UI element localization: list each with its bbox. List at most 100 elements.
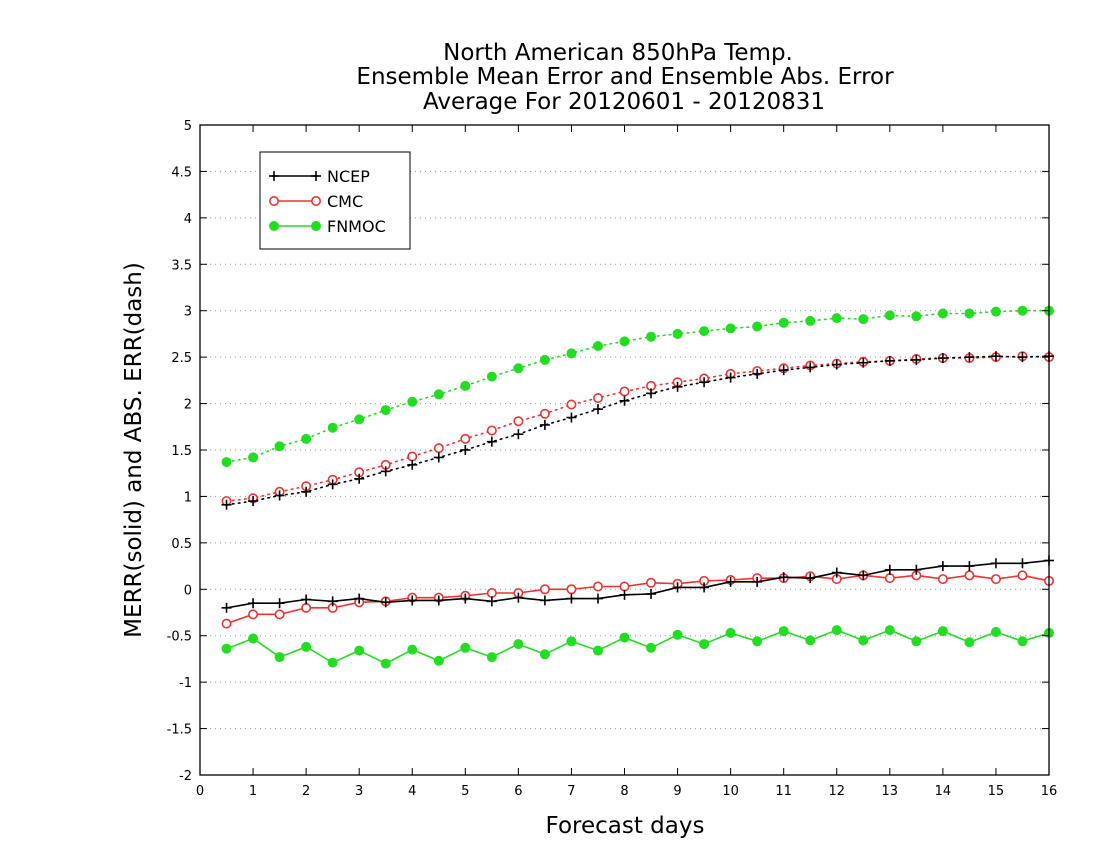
series-fnmoc-mean-error-point	[327, 657, 338, 668]
series-ncep-abs-error-point	[221, 499, 232, 510]
series-fnmoc-abs-error-point	[592, 341, 603, 351]
series-ncep-abs-error-point	[566, 412, 577, 423]
y-tick-label: 0.5	[171, 537, 192, 552]
series-ncep-mean-error-point	[646, 588, 657, 599]
series-fnmoc-mean-error-point	[858, 635, 869, 646]
series-cmc-mean-error-point	[221, 618, 232, 629]
series-ncep-mean-error-point	[407, 595, 418, 606]
series-ncep-mean-error-point	[380, 597, 391, 608]
legend-marker	[268, 196, 279, 207]
series-ncep-abs-error-point	[486, 436, 497, 447]
series-ncep-abs-error-point	[407, 459, 418, 470]
series-fnmoc-abs-error-point	[407, 396, 418, 407]
series-fnmoc-mean-error-point	[248, 633, 259, 644]
series-ncep-mean-error-point	[274, 598, 285, 609]
series-fnmoc-mean-error-point	[778, 626, 789, 637]
y-tick-label: -1	[179, 676, 192, 691]
series-fnmoc-abs-error-point	[380, 405, 391, 416]
series-fnmoc-mean-error-point	[646, 642, 657, 653]
chart-title: North American 850hPa Temp. Ensemble Mea…	[356, 40, 894, 115]
series-ncep-mean-error-point	[752, 576, 763, 587]
series-fnmoc-abs-error-point	[778, 317, 789, 328]
x-axis-ticks: 0 1 2 3 4 5 6 7 8 9 10 11 12 13 14 15 16	[196, 125, 1057, 799]
legend-marker	[269, 221, 279, 231]
series-ncep-mean-error-point	[884, 564, 895, 575]
series-fnmoc-mean-error-point	[407, 644, 418, 655]
legend-label: NCEP	[327, 167, 370, 186]
series-ncep-mean-error-point	[990, 558, 1001, 569]
series-ncep-mean-error-point	[672, 582, 683, 593]
series-fnmoc-mean-error-point	[566, 636, 577, 647]
series-ncep-abs-error-point	[248, 496, 259, 507]
series-fnmoc-mean-error-point	[1017, 636, 1028, 647]
series-ncep-abs-error-point	[725, 372, 736, 383]
series-cmc-mean-error-point	[964, 570, 975, 581]
series-fnmoc-abs-error-point	[831, 313, 842, 324]
series-cmc-mean-error-point	[937, 574, 948, 585]
series-fnmoc	[221, 305, 1054, 669]
series-fnmoc-abs-error-point	[884, 310, 895, 321]
series-fnmoc-abs-error-line	[225, 309, 1050, 463]
series-ncep-mean-error-point	[221, 602, 232, 613]
series-fnmoc-mean-error-point	[539, 649, 550, 660]
series-fnmoc-abs-error-point	[619, 336, 630, 347]
series-cmc-mean-error-point	[884, 573, 895, 584]
series-ncep-mean-error-point	[301, 594, 312, 605]
series-fnmoc-abs-error-point	[725, 323, 736, 334]
series-fnmoc-abs-error-point	[354, 414, 365, 425]
series-fnmoc-mean-error-point	[884, 625, 895, 636]
series-fnmoc-mean-error-point	[486, 652, 497, 663]
x-tick-label: 7	[567, 784, 575, 799]
series-ncep-abs-error-point	[964, 352, 975, 363]
series-ncep-abs-error-point	[592, 404, 603, 415]
series-ncep-abs-error-line	[225, 355, 1050, 506]
series-fnmoc-mean-error-point	[990, 627, 1001, 637]
legend-marker	[310, 196, 321, 207]
y-tick-label: 4.5	[171, 165, 192, 180]
series-cmc-mean-error-point	[646, 577, 657, 588]
series-ncep-mean-error-point	[699, 582, 710, 593]
series-ncep-mean-error-point	[327, 596, 338, 607]
x-tick-label: 13	[882, 784, 899, 799]
series-ncep	[221, 351, 1054, 613]
x-tick-label: 5	[461, 784, 469, 799]
series-cmc-mean-error-point	[990, 574, 1001, 585]
series-cmc-mean-error-point	[274, 609, 285, 620]
series-fnmoc-abs-error-point	[327, 422, 338, 433]
plot-series	[221, 305, 1055, 669]
series-ncep-abs-error-point	[619, 395, 630, 406]
y-tick-label: 3	[184, 305, 192, 320]
series-ncep-abs-error-point	[990, 351, 1001, 362]
legend-marker	[269, 171, 279, 181]
series-ncep-abs-error-point	[672, 381, 683, 392]
series-ncep-abs-error-point	[539, 419, 550, 430]
series-ncep-abs-error-point	[884, 355, 895, 366]
y-axis-ticks: -2 -1.5 -1 -0.5 0 0.5 1 1.5 2 2.5 3 3.5 4 4.5 5	[167, 119, 1049, 784]
series-fnmoc-mean-error-point	[831, 625, 842, 636]
x-tick-label: 0	[196, 784, 204, 799]
legend-item-cmc: CMC	[268, 192, 363, 211]
x-tick-label: 14	[935, 784, 952, 799]
series-fnmoc-mean-error-point	[592, 645, 603, 656]
series-ncep-abs-error-point	[354, 473, 365, 484]
x-tick-label: 1	[249, 784, 257, 799]
series-fnmoc-abs-error-point	[672, 328, 683, 339]
legend-item-ncep: NCEP	[269, 167, 370, 186]
y-tick-label: 2	[184, 398, 192, 413]
chart-title-line-3: Average For 20120601 - 20120831	[423, 89, 825, 115]
series-fnmoc-abs-error-point	[486, 371, 497, 382]
series-ncep-mean-error-point	[619, 589, 630, 600]
series-ncep-abs-error-point	[858, 357, 869, 368]
series-fnmoc-abs-error-point	[805, 315, 816, 326]
series-ncep-mean-error-point	[1017, 558, 1028, 569]
chart-title-line-2: Ensemble Mean Error and Ensemble Abs. Er…	[356, 64, 894, 90]
series-ncep-mean-error-point	[566, 593, 577, 604]
series-ncep-mean-error-point	[937, 561, 948, 572]
series-ncep-mean-error-point	[592, 593, 603, 604]
series-fnmoc-abs-error-point	[937, 308, 948, 319]
y-tick-label: 1	[184, 490, 192, 505]
series-fnmoc-abs-error-point	[1017, 305, 1028, 316]
series-fnmoc-mean-error-point	[964, 637, 975, 648]
series-cmc-mean-error-point	[566, 584, 577, 595]
